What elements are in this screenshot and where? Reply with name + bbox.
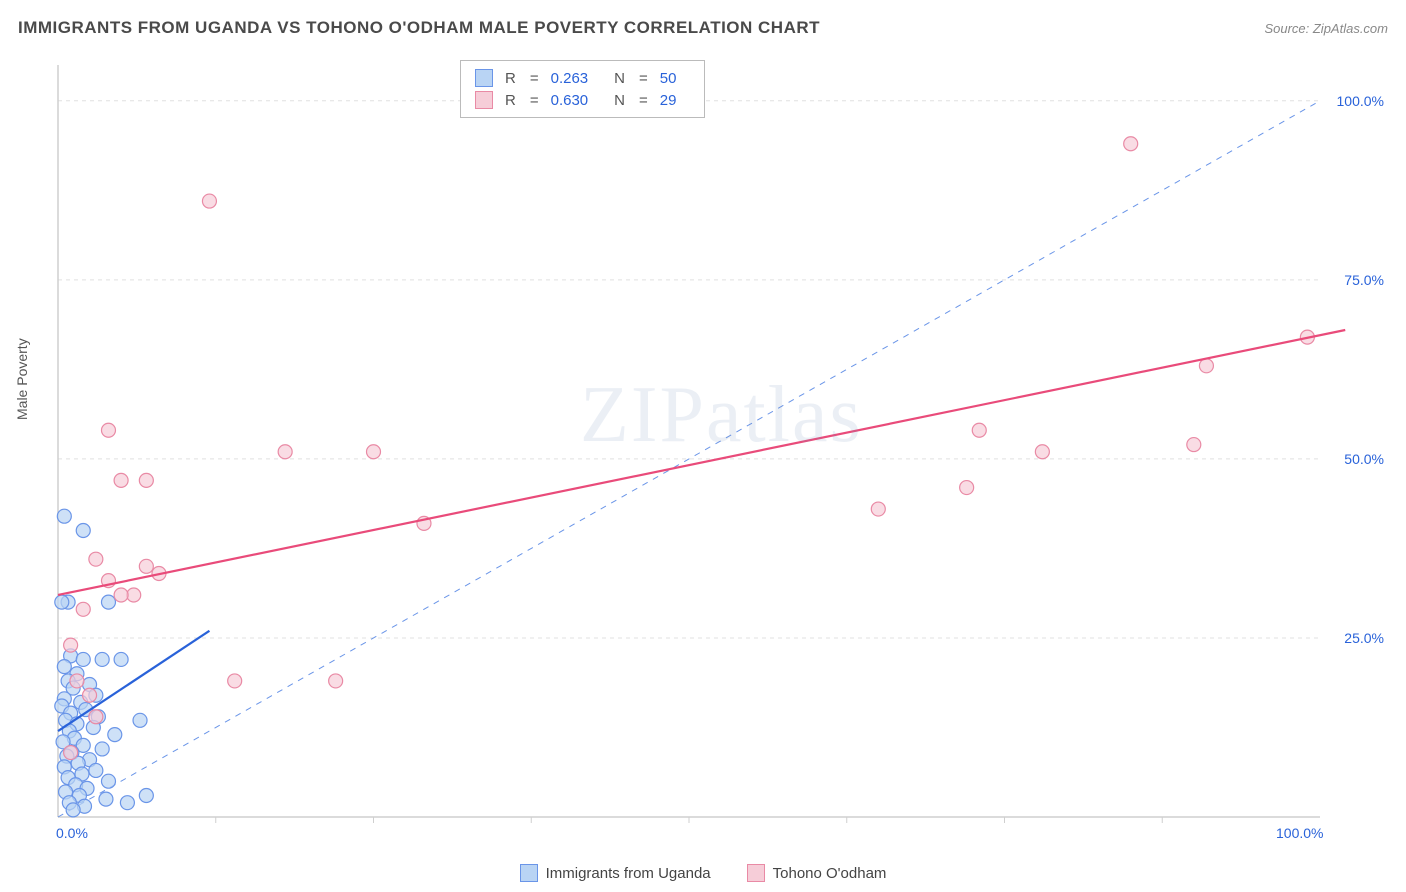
n-label: N bbox=[614, 92, 625, 109]
data-point bbox=[139, 473, 153, 487]
series-legend-label: Immigrants from Uganda bbox=[546, 865, 711, 882]
source-credit: Source: ZipAtlas.com bbox=[1264, 21, 1388, 36]
data-point bbox=[66, 803, 80, 817]
series-legend-item: Tohono O'odham bbox=[747, 864, 887, 882]
equals: = bbox=[530, 92, 539, 109]
data-point bbox=[95, 742, 109, 756]
data-point bbox=[1035, 445, 1049, 459]
data-point bbox=[114, 588, 128, 602]
data-point bbox=[57, 660, 71, 674]
n-label: N bbox=[614, 70, 625, 87]
data-point bbox=[89, 763, 103, 777]
data-point bbox=[114, 652, 128, 666]
data-point bbox=[108, 728, 122, 742]
n-value: 50 bbox=[660, 70, 677, 87]
y-tick-label: 100.0% bbox=[1337, 93, 1384, 109]
data-point bbox=[64, 638, 78, 652]
r-label: R bbox=[505, 70, 516, 87]
data-point bbox=[228, 674, 242, 688]
data-point bbox=[202, 194, 216, 208]
series-legend-item: Immigrants from Uganda bbox=[520, 864, 711, 882]
data-point bbox=[329, 674, 343, 688]
data-point bbox=[1199, 359, 1213, 373]
data-point bbox=[76, 652, 90, 666]
r-label: R bbox=[505, 92, 516, 109]
data-point bbox=[95, 652, 109, 666]
data-point bbox=[1124, 137, 1138, 151]
data-point bbox=[76, 602, 90, 616]
r-value: 0.263 bbox=[551, 70, 589, 87]
legend-swatch bbox=[520, 864, 538, 882]
data-point bbox=[101, 595, 115, 609]
chart-area: 25.0% 50.0% 75.0% 100.0% 0.0% 100.0% bbox=[50, 55, 1390, 855]
data-point bbox=[120, 796, 134, 810]
data-point bbox=[101, 423, 115, 437]
r-value: 0.630 bbox=[551, 92, 589, 109]
n-value: 29 bbox=[660, 92, 677, 109]
data-point bbox=[139, 789, 153, 803]
data-point bbox=[139, 559, 153, 573]
data-point bbox=[57, 509, 71, 523]
equals: = bbox=[530, 70, 539, 87]
data-point bbox=[278, 445, 292, 459]
equals: = bbox=[639, 70, 648, 87]
data-point bbox=[133, 713, 147, 727]
data-point bbox=[101, 774, 115, 788]
legend-row: R = 0.630 N = 29 bbox=[475, 89, 690, 111]
data-point bbox=[89, 552, 103, 566]
data-point bbox=[64, 746, 78, 760]
x-tick-label: 100.0% bbox=[1276, 825, 1323, 841]
source-name: ZipAtlas.com bbox=[1313, 21, 1388, 36]
data-point bbox=[367, 445, 381, 459]
data-point bbox=[972, 423, 986, 437]
y-tick-label: 25.0% bbox=[1344, 630, 1384, 646]
page-title: IMMIGRANTS FROM UGANDA VS TOHONO O'ODHAM… bbox=[18, 18, 820, 38]
data-point bbox=[89, 710, 103, 724]
y-tick-label: 50.0% bbox=[1344, 451, 1384, 467]
scatter-chart bbox=[50, 55, 1390, 855]
series-legend-label: Tohono O'odham bbox=[773, 865, 887, 882]
equals: = bbox=[639, 92, 648, 109]
legend-swatch bbox=[475, 91, 493, 109]
legend-swatch bbox=[475, 69, 493, 87]
trend-line bbox=[58, 330, 1345, 595]
y-tick-label: 75.0% bbox=[1344, 272, 1384, 288]
data-point bbox=[99, 792, 113, 806]
legend-swatch bbox=[747, 864, 765, 882]
data-point bbox=[55, 595, 69, 609]
data-point bbox=[76, 524, 90, 538]
y-axis-label: Male Poverty bbox=[14, 338, 30, 420]
series-legend: Immigrants from Uganda Tohono O'odham bbox=[0, 864, 1406, 882]
correlation-legend: R = 0.263 N = 50 R = 0.630 N = 29 bbox=[460, 60, 705, 118]
legend-row: R = 0.263 N = 50 bbox=[475, 67, 690, 89]
data-point bbox=[70, 674, 84, 688]
x-tick-label: 0.0% bbox=[56, 825, 88, 841]
data-point bbox=[1187, 438, 1201, 452]
data-point bbox=[127, 588, 141, 602]
data-point bbox=[871, 502, 885, 516]
data-point bbox=[960, 481, 974, 495]
data-point bbox=[83, 688, 97, 702]
data-point bbox=[114, 473, 128, 487]
source-prefix: Source: bbox=[1264, 21, 1312, 36]
